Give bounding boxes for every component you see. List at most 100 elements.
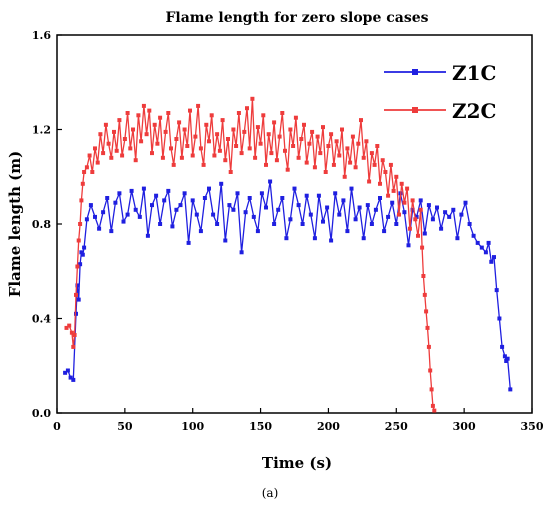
data-point-z2c bbox=[215, 132, 220, 137]
data-point-z1c bbox=[471, 233, 476, 238]
data-point-z2c bbox=[196, 103, 201, 108]
data-point-z1c bbox=[202, 196, 207, 200]
data-point-z1c bbox=[129, 188, 134, 193]
data-point-z2c bbox=[228, 170, 233, 174]
data-point-z2c bbox=[258, 141, 263, 146]
data-point-z2c bbox=[78, 222, 83, 226]
data-point-z2c bbox=[399, 181, 404, 186]
data-point-z2c bbox=[209, 113, 214, 118]
data-point-z1c bbox=[154, 193, 159, 198]
data-point-z1c bbox=[494, 288, 499, 293]
data-point-z1c bbox=[280, 196, 285, 200]
data-point-z1c bbox=[75, 283, 80, 288]
data-point-z2c bbox=[388, 162, 393, 167]
x-tick-label: 100 bbox=[181, 420, 204, 433]
x-tick-label: 200 bbox=[317, 420, 340, 433]
data-point-z1c bbox=[414, 214, 419, 219]
data-point-z1c bbox=[109, 229, 114, 234]
data-point-z2c bbox=[80, 181, 85, 186]
data-point-z1c bbox=[182, 191, 187, 196]
data-point-z1c bbox=[386, 214, 391, 219]
data-point-z2c bbox=[212, 153, 217, 158]
data-point-z1c bbox=[467, 222, 472, 226]
y-tick-label: 0.4 bbox=[32, 313, 51, 326]
data-point-z1c bbox=[483, 250, 488, 255]
data-point-z1c bbox=[505, 356, 510, 361]
data-point-z1c bbox=[341, 198, 346, 203]
data-point-z2c bbox=[383, 170, 388, 174]
data-point-z2c bbox=[394, 174, 399, 179]
data-point-z1c bbox=[410, 207, 415, 212]
y-tick-label: 1.6 bbox=[32, 29, 51, 42]
data-point-z1c bbox=[497, 316, 502, 321]
data-point-z1c bbox=[443, 210, 448, 215]
data-point-z2c bbox=[239, 151, 244, 156]
data-point-z1c bbox=[439, 226, 444, 231]
data-point-z2c bbox=[359, 118, 363, 123]
data-point-z1c bbox=[239, 250, 244, 255]
x-tick-label: 350 bbox=[521, 420, 544, 433]
data-point-z2c bbox=[223, 158, 228, 163]
data-point-z2c bbox=[402, 200, 407, 205]
data-point-z2c bbox=[337, 153, 342, 158]
data-point-z1c bbox=[394, 222, 399, 226]
data-point-z2c bbox=[136, 113, 141, 118]
data-point-z2c bbox=[82, 170, 87, 174]
data-point-z1c bbox=[243, 210, 248, 215]
data-point-z2c bbox=[261, 113, 266, 118]
data-point-z2c bbox=[72, 333, 77, 337]
data-point-z1c bbox=[508, 387, 513, 392]
data-point-z2c bbox=[84, 165, 89, 170]
data-point-z2c bbox=[342, 174, 347, 179]
data-point-z1c bbox=[121, 219, 126, 224]
data-point-z1c bbox=[166, 188, 171, 193]
data-point-z1c bbox=[84, 217, 89, 222]
data-point-z2c bbox=[299, 137, 304, 141]
data-point-z2c bbox=[74, 292, 78, 297]
data-point-z1c bbox=[251, 214, 256, 219]
data-point-z2c bbox=[144, 132, 149, 137]
x-tick-label: 250 bbox=[385, 420, 408, 433]
data-point-z2c bbox=[353, 165, 358, 170]
data-point-z2c bbox=[272, 120, 277, 125]
data-point-z2c bbox=[231, 127, 236, 132]
data-point-z1c bbox=[194, 212, 199, 217]
data-point-z1c bbox=[373, 207, 378, 212]
data-point-z1c bbox=[79, 250, 84, 255]
data-point-z2c bbox=[247, 146, 252, 151]
data-point-z2c bbox=[255, 125, 260, 130]
data-point-z2c bbox=[179, 155, 184, 160]
data-point-z1c bbox=[455, 236, 460, 241]
data-point-z1c bbox=[479, 245, 484, 250]
legend: Z1C Z2C bbox=[384, 61, 496, 123]
data-point-z1c bbox=[97, 226, 102, 231]
data-point-z2c bbox=[141, 103, 146, 108]
data-point-z2c bbox=[280, 111, 285, 115]
data-point-z2c bbox=[380, 158, 385, 163]
data-point-z1c bbox=[459, 212, 464, 217]
data-point-z2c bbox=[75, 264, 80, 269]
data-point-z1c bbox=[74, 311, 78, 316]
data-point-z2c bbox=[421, 274, 426, 278]
data-point-z1c bbox=[276, 207, 281, 212]
data-point-z1c bbox=[93, 214, 97, 219]
data-point-z2c bbox=[117, 118, 122, 123]
data-point-z2c bbox=[226, 137, 230, 141]
data-point-z1c bbox=[418, 198, 423, 203]
data-point-z1c bbox=[426, 203, 431, 208]
data-point-z2c bbox=[312, 165, 317, 170]
data-point-z1c bbox=[150, 203, 154, 208]
data-point-z2c bbox=[410, 198, 415, 203]
data-point-z2c bbox=[128, 146, 133, 151]
data-point-z2c bbox=[207, 139, 211, 144]
data-point-z2c bbox=[109, 155, 114, 160]
data-point-z2c bbox=[416, 233, 420, 238]
data-point-z1c bbox=[325, 205, 330, 210]
data-point-z2c bbox=[150, 151, 154, 156]
data-point-z1c bbox=[451, 207, 456, 212]
data-point-z2c bbox=[367, 179, 372, 184]
data-point-z1c bbox=[255, 229, 260, 234]
data-point-z2c bbox=[133, 158, 138, 163]
data-point-z2c bbox=[391, 188, 396, 193]
